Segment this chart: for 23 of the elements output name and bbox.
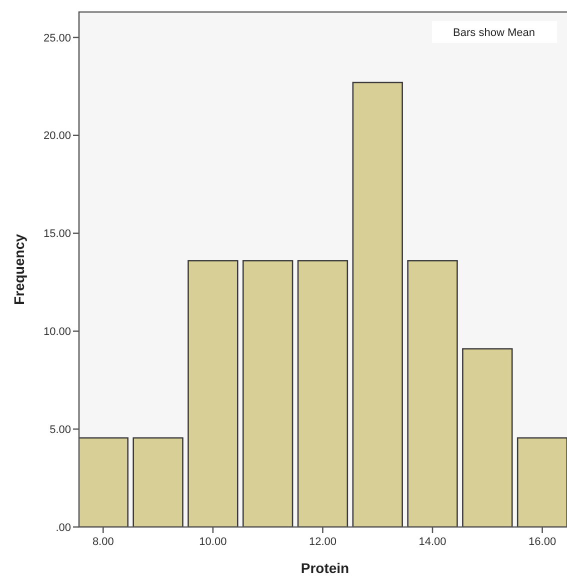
y-tick-label: 15.00: [43, 228, 71, 240]
y-tick-label: .00: [56, 522, 71, 534]
x-axis-title: Protein: [300, 560, 350, 576]
annotation: Bars show Mean: [453, 27, 535, 39]
x-tick-label: 14.00: [418, 536, 446, 548]
bar: [297, 260, 348, 527]
bar: [462, 348, 513, 527]
bar: [407, 260, 458, 527]
y-axis-title: Frequency: [11, 234, 27, 305]
bar: [352, 82, 403, 527]
y-tick-label: 20.00: [43, 130, 71, 142]
y-tick-label: 10.00: [43, 326, 71, 338]
bar: [79, 437, 129, 527]
x-tick-label: 12.00: [308, 536, 336, 548]
bar: [188, 260, 238, 527]
x-tick-label: 16.00: [528, 536, 556, 548]
bar: [516, 437, 567, 527]
bar: [242, 260, 294, 527]
y-tick-label: 5.00: [50, 424, 71, 436]
bar: [132, 437, 184, 527]
x-tick-label: 10.00: [199, 536, 227, 548]
x-tick-label: 8.00: [92, 536, 114, 548]
y-tick-label: 25.00: [43, 32, 71, 44]
